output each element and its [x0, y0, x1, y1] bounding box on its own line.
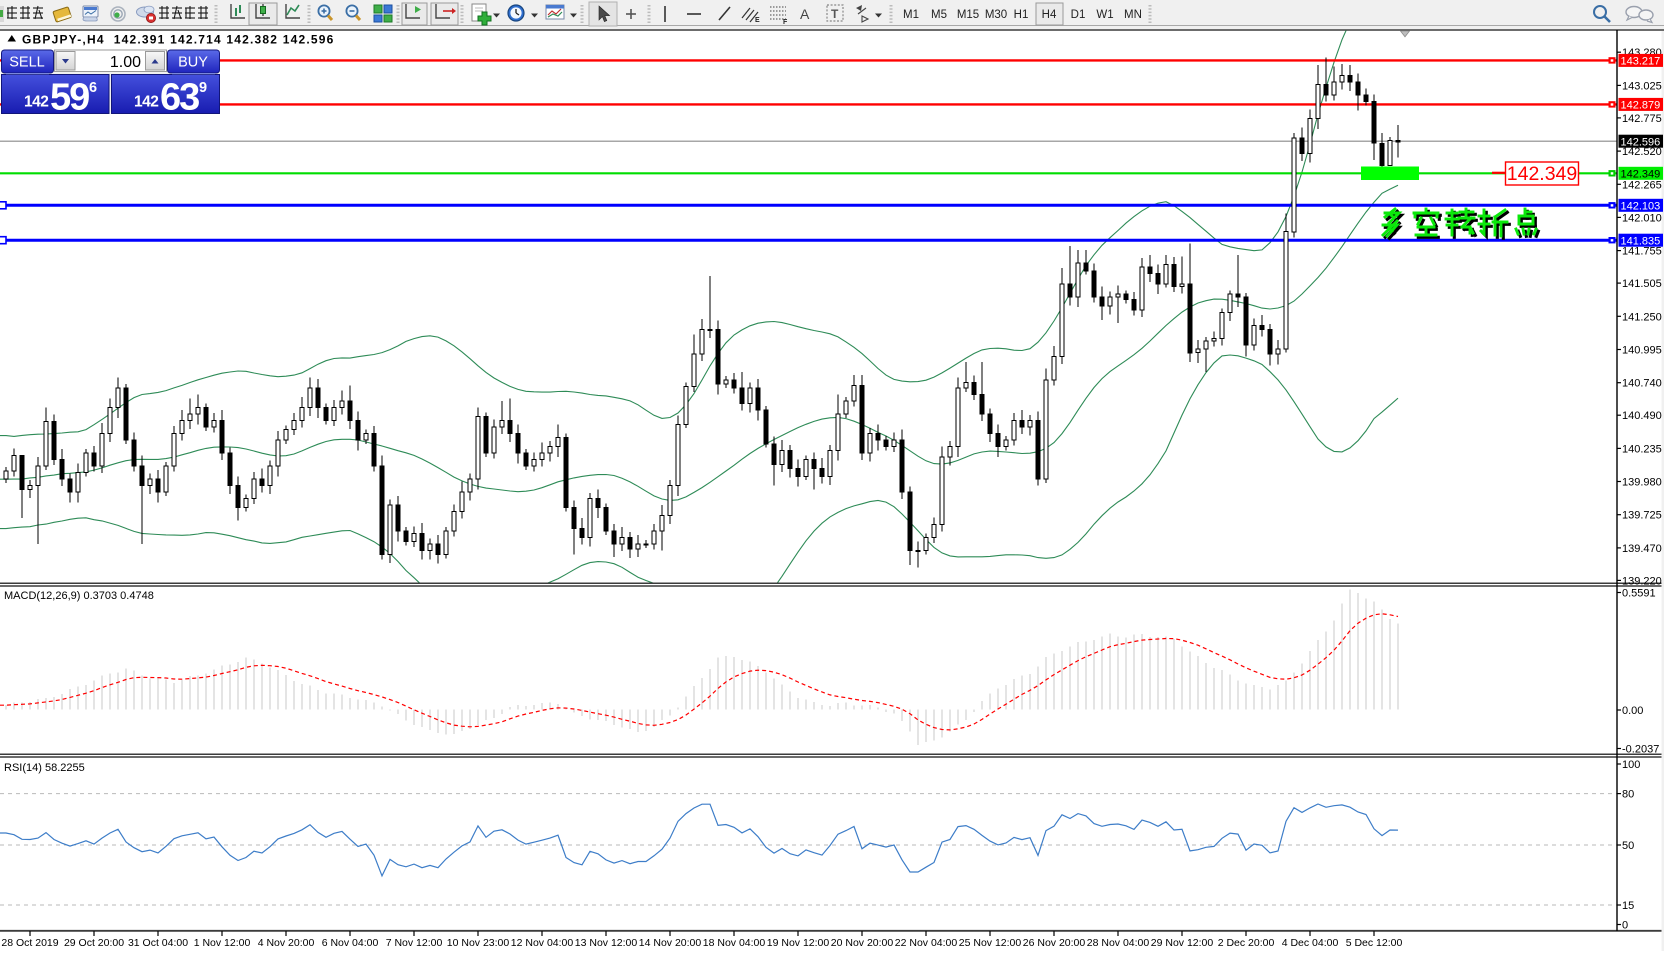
svg-text:29 Oct 20:00: 29 Oct 20:00 — [64, 937, 124, 949]
svg-text:141.250: 141.250 — [1622, 311, 1662, 323]
svg-text:H1: H1 — [1014, 9, 1029, 21]
svg-text:22 Nov 04:00: 22 Nov 04:00 — [895, 937, 958, 949]
svg-text:GBPJPY-,H4 142.391 142.714 14: GBPJPY-,H4 142.391 142.714 142.382 142.5… — [22, 33, 334, 47]
svg-text:26 Nov 20:00: 26 Nov 20:00 — [1023, 937, 1086, 949]
svg-text:143.025: 143.025 — [1622, 80, 1662, 92]
svg-text:142.596: 142.596 — [1621, 136, 1661, 148]
svg-text:28 Nov 04:00: 28 Nov 04:00 — [1087, 937, 1150, 949]
svg-text:12 Nov 04:00: 12 Nov 04:00 — [511, 937, 574, 949]
svg-text:M30: M30 — [985, 9, 1007, 21]
svg-text:H4: H4 — [1042, 9, 1057, 21]
svg-text:139.220: 139.220 — [1622, 575, 1662, 587]
svg-text:0.5591: 0.5591 — [1622, 588, 1656, 600]
svg-text:139.470: 139.470 — [1622, 543, 1662, 555]
svg-text:141.835: 141.835 — [1621, 235, 1661, 247]
svg-text:-0.2037: -0.2037 — [1622, 744, 1659, 756]
svg-text:A: A — [800, 6, 810, 22]
svg-text:MACD(12,26,9) 0.3703 0.4748: MACD(12,26,9) 0.3703 0.4748 — [4, 590, 154, 602]
svg-text:M1: M1 — [903, 9, 919, 21]
svg-text:142.775: 142.775 — [1622, 113, 1662, 125]
svg-text:SELL: SELL — [9, 55, 44, 71]
svg-text:5 Dec 12:00: 5 Dec 12:00 — [1346, 937, 1403, 949]
svg-text:142.265: 142.265 — [1622, 179, 1662, 191]
svg-text:4 Dec 04:00: 4 Dec 04:00 — [1282, 937, 1339, 949]
svg-text:M15: M15 — [957, 9, 979, 21]
svg-text:2 Dec 20:00: 2 Dec 20:00 — [1218, 937, 1275, 949]
svg-text:80: 80 — [1622, 789, 1634, 801]
svg-text:4 Nov 20:00: 4 Nov 20:00 — [258, 937, 315, 949]
svg-text:20 Nov 20:00: 20 Nov 20:00 — [831, 937, 894, 949]
svg-text:14 Nov 20:00: 14 Nov 20:00 — [639, 937, 702, 949]
svg-text:141.505: 141.505 — [1622, 278, 1662, 290]
svg-text:140.235: 140.235 — [1622, 443, 1662, 455]
svg-text:6: 6 — [89, 80, 97, 96]
svg-text:T: T — [831, 7, 839, 21]
svg-text:142.103: 142.103 — [1621, 201, 1661, 213]
svg-text:25 Nov 12:00: 25 Nov 12:00 — [959, 937, 1022, 949]
svg-text:139.725: 139.725 — [1622, 510, 1662, 522]
svg-text:142: 142 — [24, 94, 48, 111]
svg-text:BUY: BUY — [178, 55, 208, 71]
svg-text:28 Oct 2019: 28 Oct 2019 — [1, 937, 58, 949]
svg-text:18 Nov 04:00: 18 Nov 04:00 — [703, 937, 766, 949]
svg-text:RSI(14) 58.2255: RSI(14) 58.2255 — [4, 762, 85, 774]
svg-text:1.00: 1.00 — [110, 54, 141, 71]
svg-text:142.349: 142.349 — [1621, 169, 1661, 181]
svg-text:142.349: 142.349 — [1507, 163, 1578, 185]
svg-text:29 Nov 12:00: 29 Nov 12:00 — [1151, 937, 1214, 949]
svg-text:31 Oct 04:00: 31 Oct 04:00 — [128, 937, 188, 949]
svg-text:13 Nov 12:00: 13 Nov 12:00 — [575, 937, 638, 949]
svg-text:0: 0 — [1622, 920, 1628, 932]
svg-text:1 Nov 12:00: 1 Nov 12:00 — [194, 937, 251, 949]
svg-text:6 Nov 04:00: 6 Nov 04:00 — [322, 937, 379, 949]
svg-text:W1: W1 — [1096, 9, 1113, 21]
svg-text:140.740: 140.740 — [1622, 378, 1662, 390]
svg-text:63: 63 — [160, 77, 199, 119]
svg-text:59: 59 — [50, 77, 89, 119]
svg-text:9: 9 — [199, 80, 207, 96]
svg-text:142: 142 — [134, 94, 158, 111]
svg-text:143.217: 143.217 — [1621, 56, 1661, 68]
svg-text:7 Nov 12:00: 7 Nov 12:00 — [386, 937, 443, 949]
svg-text:140.995: 140.995 — [1622, 345, 1662, 357]
svg-text:140.490: 140.490 — [1622, 410, 1662, 422]
svg-text:50: 50 — [1622, 840, 1634, 852]
svg-text:D1: D1 — [1071, 9, 1086, 21]
svg-text:142.010: 142.010 — [1622, 212, 1662, 224]
svg-text:E: E — [755, 17, 760, 24]
svg-text:100: 100 — [1622, 759, 1640, 771]
svg-text:M5: M5 — [931, 9, 947, 21]
svg-text:F: F — [783, 19, 788, 26]
svg-text:MN: MN — [1124, 9, 1142, 21]
svg-text:142.879: 142.879 — [1621, 100, 1661, 112]
svg-text:15: 15 — [1622, 900, 1634, 912]
svg-text:19 Nov 12:00: 19 Nov 12:00 — [767, 937, 830, 949]
svg-text:0.00: 0.00 — [1622, 705, 1643, 717]
svg-text:139.980: 139.980 — [1622, 477, 1662, 489]
svg-text:10 Nov 23:00: 10 Nov 23:00 — [447, 937, 510, 949]
